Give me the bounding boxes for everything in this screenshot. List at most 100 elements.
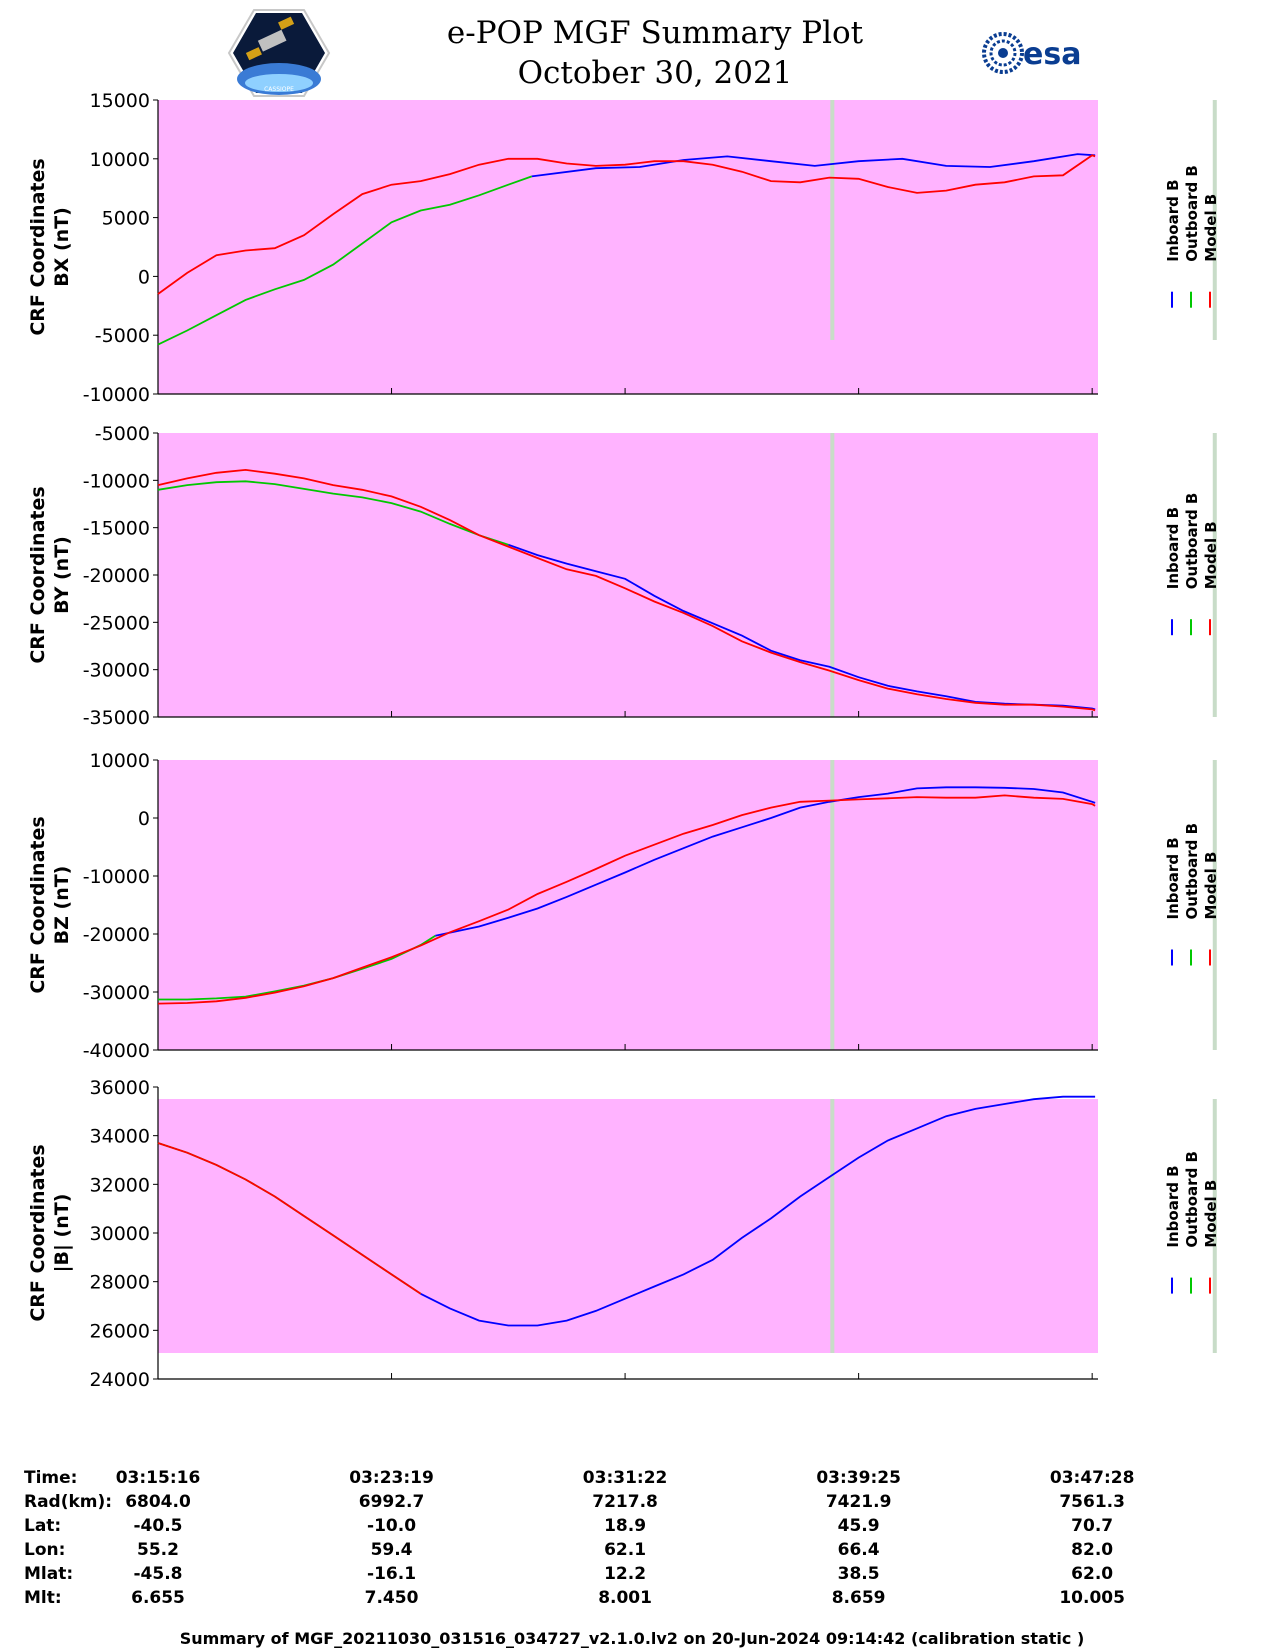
model-b-line [157, 154, 1096, 295]
ephemeris-value: -45.8 [134, 1564, 183, 1584]
panel-1: 15000 10000 5000 0 -5000 -10000 CRF Coordinate… [27, 90, 1220, 406]
legend-label: Inboard B [1164, 1165, 1182, 1247]
y-tick-label: -5000 [95, 423, 150, 445]
legend-label: Model B [1202, 521, 1220, 589]
y-tick-label: 28000 [90, 1272, 150, 1294]
ephemeris-value: 45.9 [838, 1516, 880, 1536]
legend-label: Inboard B [1164, 507, 1182, 589]
cassiope-logo: CASSIOPE [227, 9, 331, 97]
y-tick-label: -30000 [83, 982, 150, 1004]
y-tick-label: -20000 [83, 565, 150, 587]
legend: Inboard B Outboard B Model B [1164, 823, 1220, 966]
y-axis-label-line1: CRF Coordinates [27, 158, 49, 335]
ephemeris-value: 8.001 [598, 1588, 652, 1608]
inboard-b-line [435, 786, 1096, 937]
y-tick-label: -15000 [83, 518, 150, 540]
outboard-b-line [157, 480, 509, 546]
ephemeris-value: 66.4 [838, 1540, 880, 1560]
data-gap-marker [1212, 100, 1217, 340]
y-axis-label: CRF Coordinates BX (nT) [27, 158, 73, 335]
ephemeris-value: 7561.3 [1059, 1492, 1125, 1512]
ephemeris-value: 62.1 [604, 1540, 646, 1560]
ephemeris-value: 6992.7 [359, 1492, 425, 1512]
y-tick-label: 15000 [90, 90, 150, 112]
ephemeris-value: 7.450 [365, 1588, 419, 1608]
y-axis-label-line2: BY (nT) [51, 536, 73, 614]
ephemeris-row-label: Rad(km): [24, 1492, 112, 1512]
cassiope-logo-text: CASSIOPE [264, 86, 294, 93]
inboard-b-line [420, 1095, 1096, 1327]
ephemeris-value: 6804.0 [125, 1492, 191, 1512]
y-tick-label: -5000 [95, 325, 150, 347]
ephemeris-row-label: Lon: [24, 1540, 65, 1560]
y-tick-label: -10000 [83, 384, 150, 406]
data-gap-marker [830, 100, 835, 340]
y-tick-label: -40000 [83, 1040, 150, 1062]
y-axis-label-line1: CRF Coordinates [27, 816, 49, 993]
plot-background [158, 100, 1098, 394]
y-tick-label: -25000 [83, 612, 150, 634]
ephemeris-row-label: Time: [24, 1468, 77, 1488]
model-b-line [157, 794, 1096, 1005]
footer-summary: Summary of MGF_20211030_031516_034727_v2… [180, 1629, 1085, 1648]
y-axis-label-line2: BZ (nT) [51, 866, 73, 945]
ephemeris-row-label: Mlat: [24, 1564, 73, 1584]
y-tick-label: 36000 [90, 1077, 150, 1099]
model-b-line [157, 1142, 422, 1295]
ephemeris-value: 7217.8 [592, 1492, 658, 1512]
y-tick-label: 0 [138, 808, 150, 830]
ephemeris-value: -10.0 [367, 1516, 416, 1536]
esa-logo: esa [982, 32, 1081, 74]
y-tick-label: 0 [138, 266, 150, 288]
y-tick-label: -35000 [83, 707, 150, 729]
y-axis-label: CRF Coordinates BZ (nT) [27, 816, 73, 993]
ephemeris-value: 10.005 [1059, 1588, 1125, 1608]
ephemeris-value: -16.1 [367, 1564, 416, 1584]
y-tick-label: 10000 [90, 149, 150, 171]
data-gap-marker [1212, 433, 1217, 717]
ephemeris-row-label: Mlt: [24, 1588, 62, 1608]
data-gap-marker [1212, 760, 1217, 1050]
y-tick-label: -30000 [83, 660, 150, 682]
y-tick-label: 34000 [90, 1126, 150, 1148]
ephemeris-value: 8.659 [832, 1588, 886, 1608]
esa-logo-text: esa [1023, 37, 1081, 72]
panel-2: -5000 -10000 -15000 -20000 -25000 -30000 -3500… [27, 423, 1220, 729]
data-gap-marker [1212, 1099, 1217, 1353]
plot-background [158, 760, 1098, 1050]
plot-title: e-POP MGF Summary Plot [447, 15, 864, 51]
y-axis-label-line2: BX (nT) [51, 207, 73, 287]
plot-background [158, 433, 1098, 717]
y-axis-label: CRF Coordinates |B| (nT) [27, 1144, 73, 1321]
ephemeris-value: 55.2 [137, 1540, 179, 1560]
panel-3: 10000 0 -10000 -20000 -30000 -40000 CRF Coordi… [27, 750, 1220, 1062]
y-tick-label: 24000 [90, 1369, 150, 1391]
plot-date: October 30, 2021 [518, 55, 793, 91]
y-axis-label-line1: CRF Coordinates [27, 1144, 49, 1321]
header: CASSIOPE e-POP MGF Summary Plot October … [227, 9, 1081, 97]
data-gap-marker [830, 1099, 835, 1353]
ephemeris-value: 18.9 [604, 1516, 646, 1536]
plot-background [158, 1099, 1098, 1353]
ephemeris-value: 03:23:19 [349, 1468, 434, 1488]
legend: Inboard B Outboard B Model B [1164, 493, 1220, 636]
y-tick-label: 30000 [90, 1223, 150, 1245]
legend-label: Inboard B [1164, 179, 1182, 261]
legend: Inboard B Outboard B Model B [1164, 1151, 1220, 1294]
legend-label: Model B [1202, 852, 1220, 920]
ephemeris-value: 03:39:25 [816, 1468, 901, 1488]
outboard-b-line [157, 175, 533, 346]
y-axis-label-line2: |B| (nT) [51, 1194, 73, 1273]
data-gap-marker [830, 433, 835, 717]
legend-label: Outboard B [1183, 823, 1201, 920]
ephemeris-value: 59.4 [371, 1540, 413, 1560]
y-tick-label: 26000 [90, 1320, 150, 1342]
y-axis-label-line1: CRF Coordinates [27, 486, 49, 663]
ephemeris-value: 70.7 [1071, 1516, 1113, 1536]
model-b-line [157, 468, 1096, 712]
y-tick-label: -20000 [83, 924, 150, 946]
ephemeris-value: 03:15:16 [116, 1468, 201, 1488]
y-tick-label: 10000 [90, 750, 150, 772]
y-tick-label: -10000 [83, 866, 150, 888]
